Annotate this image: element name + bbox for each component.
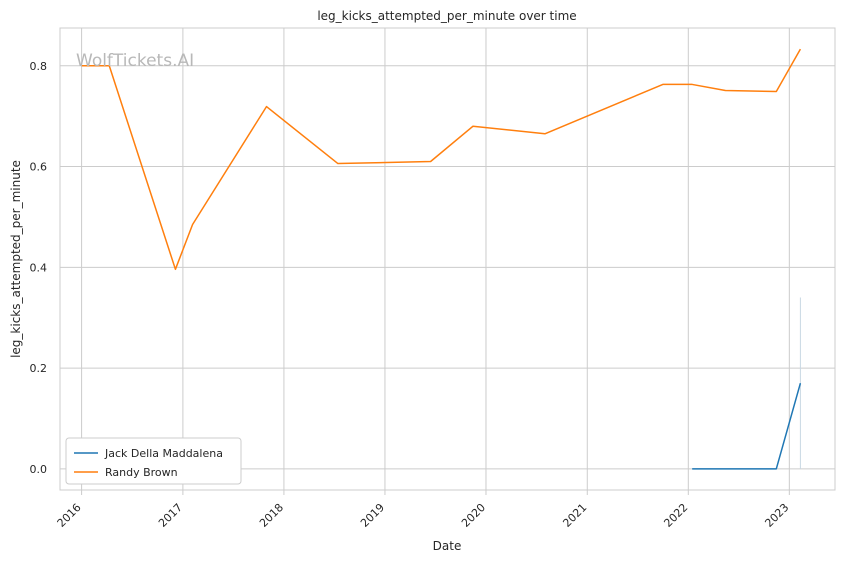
legend-label-0: Jack Della Maddalena <box>104 447 223 460</box>
x-tick-label: 2022 <box>661 501 690 530</box>
watermark-text: WolfTickets.AI <box>76 51 194 71</box>
legend-label-1: Randy Brown <box>105 466 178 479</box>
y-tick-label: 0.0 <box>30 463 48 476</box>
x-tick-label: 2023 <box>762 501 791 530</box>
plot-area <box>59 27 836 491</box>
x-tick-label: 2018 <box>257 501 286 530</box>
x-tick-label: 2017 <box>156 501 185 530</box>
y-tick-label: 0.2 <box>30 362 48 375</box>
x-tick-label: 2020 <box>459 501 488 530</box>
series-lines <box>81 48 802 470</box>
y-tick-label: 0.4 <box>30 261 48 274</box>
x-tick-label: 2019 <box>358 501 387 530</box>
y-axis-title: leg_kicks_attempted_per_minute <box>9 160 23 358</box>
grid-lines <box>60 28 835 495</box>
y-tick-label: 0.6 <box>30 161 48 174</box>
series-line-0 <box>692 382 802 470</box>
y-tick-label: 0.8 <box>30 60 48 73</box>
x-tick-label: 2021 <box>560 501 589 530</box>
x-axis-title: Date <box>433 539 462 553</box>
x-tick-label: 2016 <box>55 501 84 530</box>
series-line-1 <box>81 48 802 271</box>
chart-title: leg_kicks_attempted_per_minute over time <box>317 9 576 23</box>
legend-box <box>65 437 242 485</box>
legend: Jack Della Maddalena Randy Brown <box>65 437 242 485</box>
